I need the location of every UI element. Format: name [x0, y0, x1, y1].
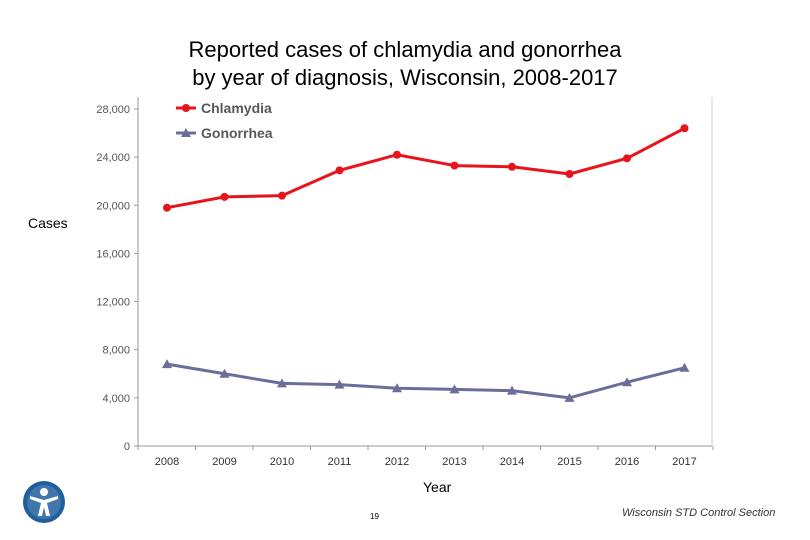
title-line-2: by year of diagnosis, Wisconsin, 2008-20… [192, 65, 618, 90]
gonorrhea-point [219, 368, 230, 378]
chlamydia-point [163, 203, 171, 212]
chlamydia-point [220, 192, 229, 201]
x-tick-label: 2009 [212, 456, 236, 468]
legend-gonorrhea-marker [181, 128, 191, 137]
gonorrhea-point [162, 359, 172, 369]
x-tick-label: 2008 [155, 456, 179, 468]
chlamydia-point [393, 150, 401, 159]
chlamydia-point [565, 169, 574, 178]
y-tick-label: 16,000 [96, 248, 130, 260]
gonorrhea-point [564, 392, 575, 402]
legend-chlamydia-marker [182, 104, 190, 112]
gonorrhea-point [449, 384, 460, 394]
gonorrhea-line [166, 362, 685, 400]
gonorrhea-point [622, 377, 632, 387]
chlamydia-point [335, 166, 344, 175]
chart-series [162, 124, 690, 402]
x-tick-label: 2011 [328, 456, 352, 468]
x-axis-label: Year [423, 479, 452, 495]
y-tick-label: 12,000 [96, 297, 130, 309]
chart-axes: 0 4,000 8,000 12,000 16,000 20,000 24,000 28,00… [96, 97, 714, 468]
y-tick-label: 4,000 [102, 393, 130, 405]
x-tick-label: 2010 [270, 456, 294, 468]
chlamydia-point [680, 124, 689, 133]
page-number: 19 [370, 512, 379, 521]
x-tick-label: 2017 [672, 456, 696, 468]
gonorrhea-point [392, 383, 402, 393]
y-tick-label: 20,000 [96, 200, 130, 212]
legend-gonorrhea-label: Gonorrhea [201, 125, 273, 141]
chart-legend: Chlamydia Gonorrhea [176, 100, 273, 141]
gonorrhea-point [679, 362, 690, 372]
x-tick-label: 2016 [615, 456, 639, 468]
x-tick-label: 2015 [557, 456, 581, 468]
chart-title: Reported cases of chlamydia and gonorrhe… [0, 36, 810, 92]
chlamydia-point [623, 154, 631, 163]
chlamydia-point [278, 191, 286, 200]
gonorrhea-point [507, 385, 517, 395]
y-tick-label: 28,000 [96, 104, 130, 116]
legend-chlamydia-label: Chlamydia [201, 100, 272, 116]
y-axis-label: Cases [28, 215, 68, 231]
health-logo-icon [23, 481, 65, 523]
chlamydia-line [166, 126, 686, 210]
gonorrhea-point [334, 379, 345, 389]
x-tick-label: 2014 [500, 456, 524, 468]
chlamydia-point [450, 161, 459, 170]
gonorrhea-point [277, 378, 287, 388]
credit-text: Wisconsin STD Control Section [622, 507, 776, 519]
x-tick-label: 2012 [385, 456, 409, 468]
chlamydia-point [508, 162, 516, 171]
y-tick-label: 8,000 [102, 345, 130, 357]
x-tick-label: 2013 [442, 456, 466, 468]
y-tick-label: 0 [124, 441, 130, 453]
title-line-1: Reported cases of chlamydia and gonorrhe… [188, 37, 622, 62]
y-tick-label: 24,000 [96, 152, 130, 164]
